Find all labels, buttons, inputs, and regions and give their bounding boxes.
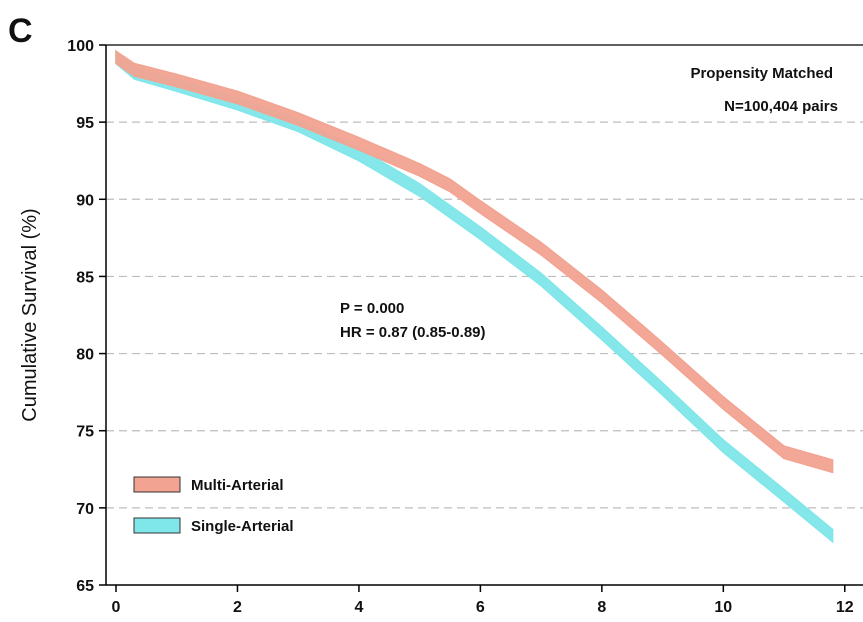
panel-label: C [8,12,33,50]
y-tick-label: 80 [76,347,94,364]
x-tick-label: 6 [476,599,485,616]
gridlines [106,121,863,509]
y-axis-label: Cumulative Survival (%) [19,208,41,421]
series-band-multi-arterial [115,49,834,474]
x-tick-label: 4 [354,599,363,616]
series-band-single-arterial [115,49,834,544]
annotation-p-value: P = 0.000 [340,300,404,317]
legend-label-single-arterial: Single-Arterial [191,518,294,535]
legend: Multi-Arterial Single-Arterial [133,476,294,535]
y-tick-label: 95 [76,115,94,132]
y-ticks: 65 70 75 80 85 90 95 100 [67,38,106,595]
x-tick-label: 12 [836,599,854,616]
x-tick-label: 10 [714,599,732,616]
x-ticks: 0 2 4 6 8 10 12 [112,585,854,616]
x-tick-label: 8 [597,599,606,616]
y-tick-label: 70 [76,501,94,518]
annotation-pairs: N=100,404 pairs [724,98,838,115]
legend-swatch-multi-arterial [133,476,181,493]
y-tick-label: 90 [76,192,94,209]
annotation-hazard-ratio: HR = 0.87 (0.85-0.89) [340,324,486,341]
y-tick-label: 85 [76,269,94,286]
legend-swatch-single-arterial [133,517,181,534]
y-tick-label: 65 [76,578,94,595]
x-tick-label: 2 [233,599,242,616]
x-tick-label: 0 [112,599,121,616]
annotation-propensity: Propensity Matched [690,65,833,82]
series-bands [115,49,834,544]
y-tick-label: 100 [67,38,94,55]
y-tick-label: 75 [76,424,94,441]
legend-label-multi-arterial: Multi-Arterial [191,477,284,494]
